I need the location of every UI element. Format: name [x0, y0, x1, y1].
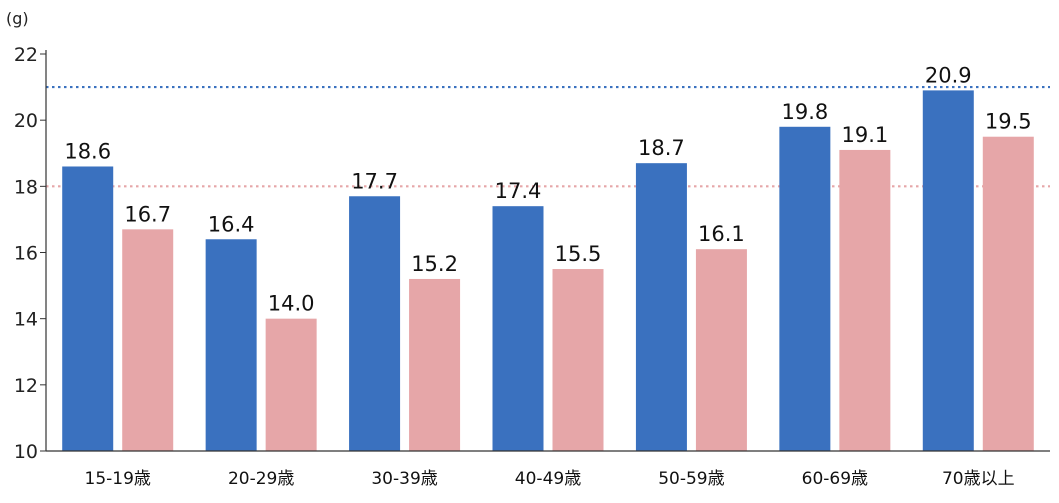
data-label-series2-3: 15.5	[555, 242, 602, 266]
axes	[45, 50, 1050, 452]
bar-series2-3	[552, 269, 604, 451]
category-label-5: 60-69歳	[802, 469, 868, 489]
data-label-series1-0: 18.6	[64, 139, 111, 163]
data-label-series1-1: 16.4	[208, 212, 255, 236]
data-label-series1-6: 20.9	[925, 63, 972, 87]
data-label-series1-2: 17.7	[351, 169, 398, 193]
category-label-0: 15-19歳	[85, 469, 151, 489]
category-labels: 15-19歳 20-29歳 30-39歳 40-49歳 50-59歳 60-69歳 70歳以…	[85, 469, 1015, 489]
category-label-4: 50-59歳	[658, 469, 724, 489]
y-tick-label-6: 22	[14, 44, 38, 66]
bar-series2-2	[409, 278, 461, 451]
bar-series1-6	[922, 90, 974, 452]
category-label-1: 20-29歳	[228, 469, 294, 489]
data-label-series2-0: 16.7	[124, 202, 171, 226]
bar-series2-4	[695, 249, 747, 451]
bar-series1-5	[779, 126, 831, 452]
y-tick-label-1: 12	[14, 375, 38, 397]
y-unit-label: (g)	[6, 9, 29, 28]
data-label-series2-1: 14.0	[268, 292, 315, 316]
data-label-series1-4: 18.7	[638, 136, 685, 160]
category-label-2: 30-39歳	[371, 469, 437, 489]
bar-series2-1	[265, 318, 317, 451]
category-label-3: 40-49歳	[515, 469, 581, 489]
data-label-series2-4: 16.1	[698, 222, 745, 246]
data-label-series1-5: 19.8	[781, 100, 828, 124]
bar-series1-4	[635, 163, 687, 452]
bar-series2-6	[982, 136, 1034, 452]
bar-series1-0	[62, 166, 114, 451]
bar-series1-1	[205, 239, 257, 451]
category-label-6: 70歳以上	[942, 469, 1015, 489]
y-tick-label-0: 10	[14, 441, 38, 463]
data-label-series1-3: 17.4	[495, 179, 542, 203]
data-label-series2-6: 19.5	[985, 110, 1032, 134]
bar-series2-0	[122, 229, 174, 451]
y-tick-label-5: 20	[14, 110, 38, 132]
reference-lines	[46, 85, 1050, 188]
y-tick-label-3: 16	[14, 243, 38, 265]
bar-series1-2	[349, 196, 401, 451]
y-axis-ticks: 10 12 14 16 18 20 22	[14, 44, 46, 463]
bar-series1-3	[492, 206, 544, 451]
bar-series2-5	[839, 149, 891, 452]
bars: 18.6 16.7 16.4 14.0 17.7 15.2 17.4 15.5 18.7 16.1…	[62, 63, 1034, 452]
y-tick-label-4: 18	[14, 176, 38, 198]
y-tick-label-2: 14	[14, 309, 38, 331]
data-label-series2-2: 15.2	[411, 252, 458, 276]
data-label-series2-5: 19.1	[841, 123, 888, 147]
